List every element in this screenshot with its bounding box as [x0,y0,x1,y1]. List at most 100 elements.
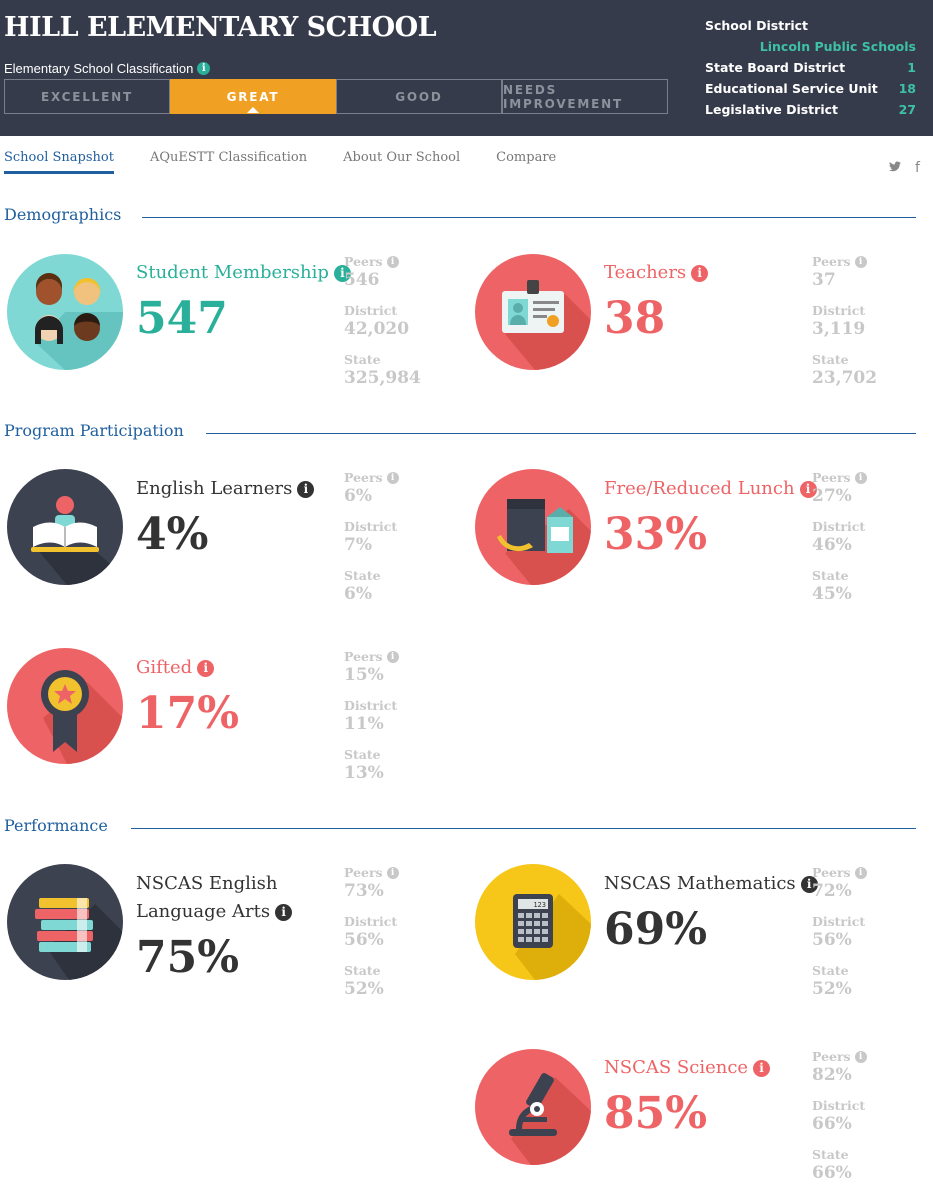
district-value: 3,119 [812,319,866,339]
school-district-value[interactable]: Lincoln Public Schools [759,39,916,54]
teachers-label: Teachers [604,262,687,283]
english-learners-label: English Learners [136,478,293,499]
state-value: 325,984 [344,368,421,388]
nscas-math-value: 69% [604,904,708,955]
info-icon[interactable]: i [197,659,215,677]
tab-compare[interactable]: Compare [496,150,557,165]
classification-rating-bar: EXCELLENT GREAT GOOD NEEDS IMPROVEMENT [4,79,668,114]
state-label: State [812,1147,849,1162]
info-icon[interactable]: i [753,1059,771,1077]
peers-label-row: Peers i [344,648,399,665]
info-icon[interactable]: i [275,903,293,921]
section-divider [131,828,916,829]
info-icon[interactable]: i [386,650,399,663]
info-icon[interactable]: i [386,866,399,879]
rating-needs-improvement[interactable]: NEEDS IMPROVEMENT [502,79,668,114]
district-value: 11% [344,714,384,734]
microscope-icon [475,1049,591,1165]
gifted-compare: Peers i 15% District 11% State 13% [344,648,399,795]
peers-label-row: Peers i [344,253,421,270]
legislative-label: Legislative District [705,102,838,117]
district-info: School District Lincoln Public Schools S… [705,15,916,120]
state-value: 13% [344,763,384,783]
school-name: HILL ELEMENTARY SCHOOL [4,12,437,43]
info-icon[interactable]: i [854,1050,867,1063]
gifted-label: Gifted [136,657,193,678]
nscas-ela-label-line2-row: Language Arts i [136,898,293,926]
peers-label: Peers [812,254,851,269]
id-badge-icon [475,254,591,370]
nscas-math-compare: Peers i 72% District 56% State 52% [812,864,867,1011]
info-icon[interactable]: i [333,264,351,282]
nscas-ela-label-line2: Language Arts [136,901,271,922]
info-icon[interactable]: i [799,480,817,498]
teachers-compare: Peers i 37 District 3,119 State 23,702 [812,253,877,400]
peers-label-row: Peers i [812,1048,867,1065]
section-divider [206,433,916,434]
tab-aquestt-classification[interactable]: AQuESTT Classification [149,150,308,165]
peers-label-row: Peers i [344,469,399,486]
student-membership-compare: Peers i 546 District 42,020 State 325,984 [344,253,421,400]
english-learners-value: 4% [136,509,209,560]
student-membership-label: Student Membership [136,262,329,283]
info-icon[interactable]: i [854,866,867,879]
peers-label: Peers [812,470,851,485]
peers-label-row: Peers i [812,864,867,881]
district-label: District [812,914,866,929]
info-icon[interactable]: i [691,264,709,282]
peers-label-row: Peers i [812,469,867,486]
peers-label: Peers [812,1049,851,1064]
nscas-ela-compare: Peers i 73% District 56% State 52% [344,864,399,1011]
info-icon[interactable]: i [386,255,399,268]
facebook-icon[interactable]: f [915,160,920,176]
section-divider [142,217,916,218]
state-board-row: State Board District 1 [705,57,916,78]
peers-value: 546 [344,270,380,290]
peers-value: 72% [812,881,852,901]
rating-good[interactable]: GOOD [336,79,502,114]
state-value: 52% [344,979,384,999]
peers-value: 6% [344,486,372,506]
free-reduced-lunch-label-row: Free/Reduced Lunch i [604,475,817,503]
info-icon[interactable]: i [800,875,818,893]
info-icon[interactable]: i [197,62,211,75]
rating-excellent[interactable]: EXCELLENT [4,79,170,114]
nscas-math-label-row: NSCAS Mathematics i [604,870,818,898]
student-membership-value: 547 [136,293,228,344]
nscas-science-value: 85% [604,1088,708,1139]
award-ribbon-icon [7,648,123,764]
book-reader-icon [7,469,123,585]
peers-value: 82% [812,1065,852,1085]
peers-label: Peers [344,649,383,664]
section-title-demographics: Demographics [4,205,134,224]
state-label: State [344,568,381,583]
info-icon[interactable]: i [386,471,399,484]
gifted-value: 17% [136,688,240,739]
nscas-ela-value: 75% [136,932,240,983]
teachers-label-row: Teachers i [604,259,709,287]
district-value: 46% [812,535,852,555]
peers-label-row: Peers i [344,864,399,881]
nscas-science-label: NSCAS Science [604,1057,749,1078]
lunch-icon [475,469,591,585]
state-board-value: 1 [907,60,916,75]
rating-great[interactable]: GREAT [170,79,336,114]
teachers-value: 38 [604,293,666,344]
nscas-math-label: NSCAS Mathematics [604,873,796,894]
student-membership-label-row: Student Membership i [136,259,351,287]
twitter-icon[interactable] [889,160,901,176]
info-icon[interactable]: i [297,480,315,498]
students-icon [7,254,123,370]
district-label: District [344,914,398,929]
district-value: 42,020 [344,319,410,339]
classification-label: Elementary School Classification [4,61,194,76]
peers-label: Peers [344,470,383,485]
tab-about-our-school[interactable]: About Our School [343,150,461,165]
info-icon[interactable]: i [854,255,867,268]
peers-value: 27% [812,486,852,506]
info-icon[interactable]: i [854,471,867,484]
state-label: State [344,963,381,978]
peers-value: 37 [812,270,836,290]
tab-school-snapshot[interactable]: School Snapshot [4,150,114,174]
esu-row: Educational Service Unit 18 [705,78,916,99]
